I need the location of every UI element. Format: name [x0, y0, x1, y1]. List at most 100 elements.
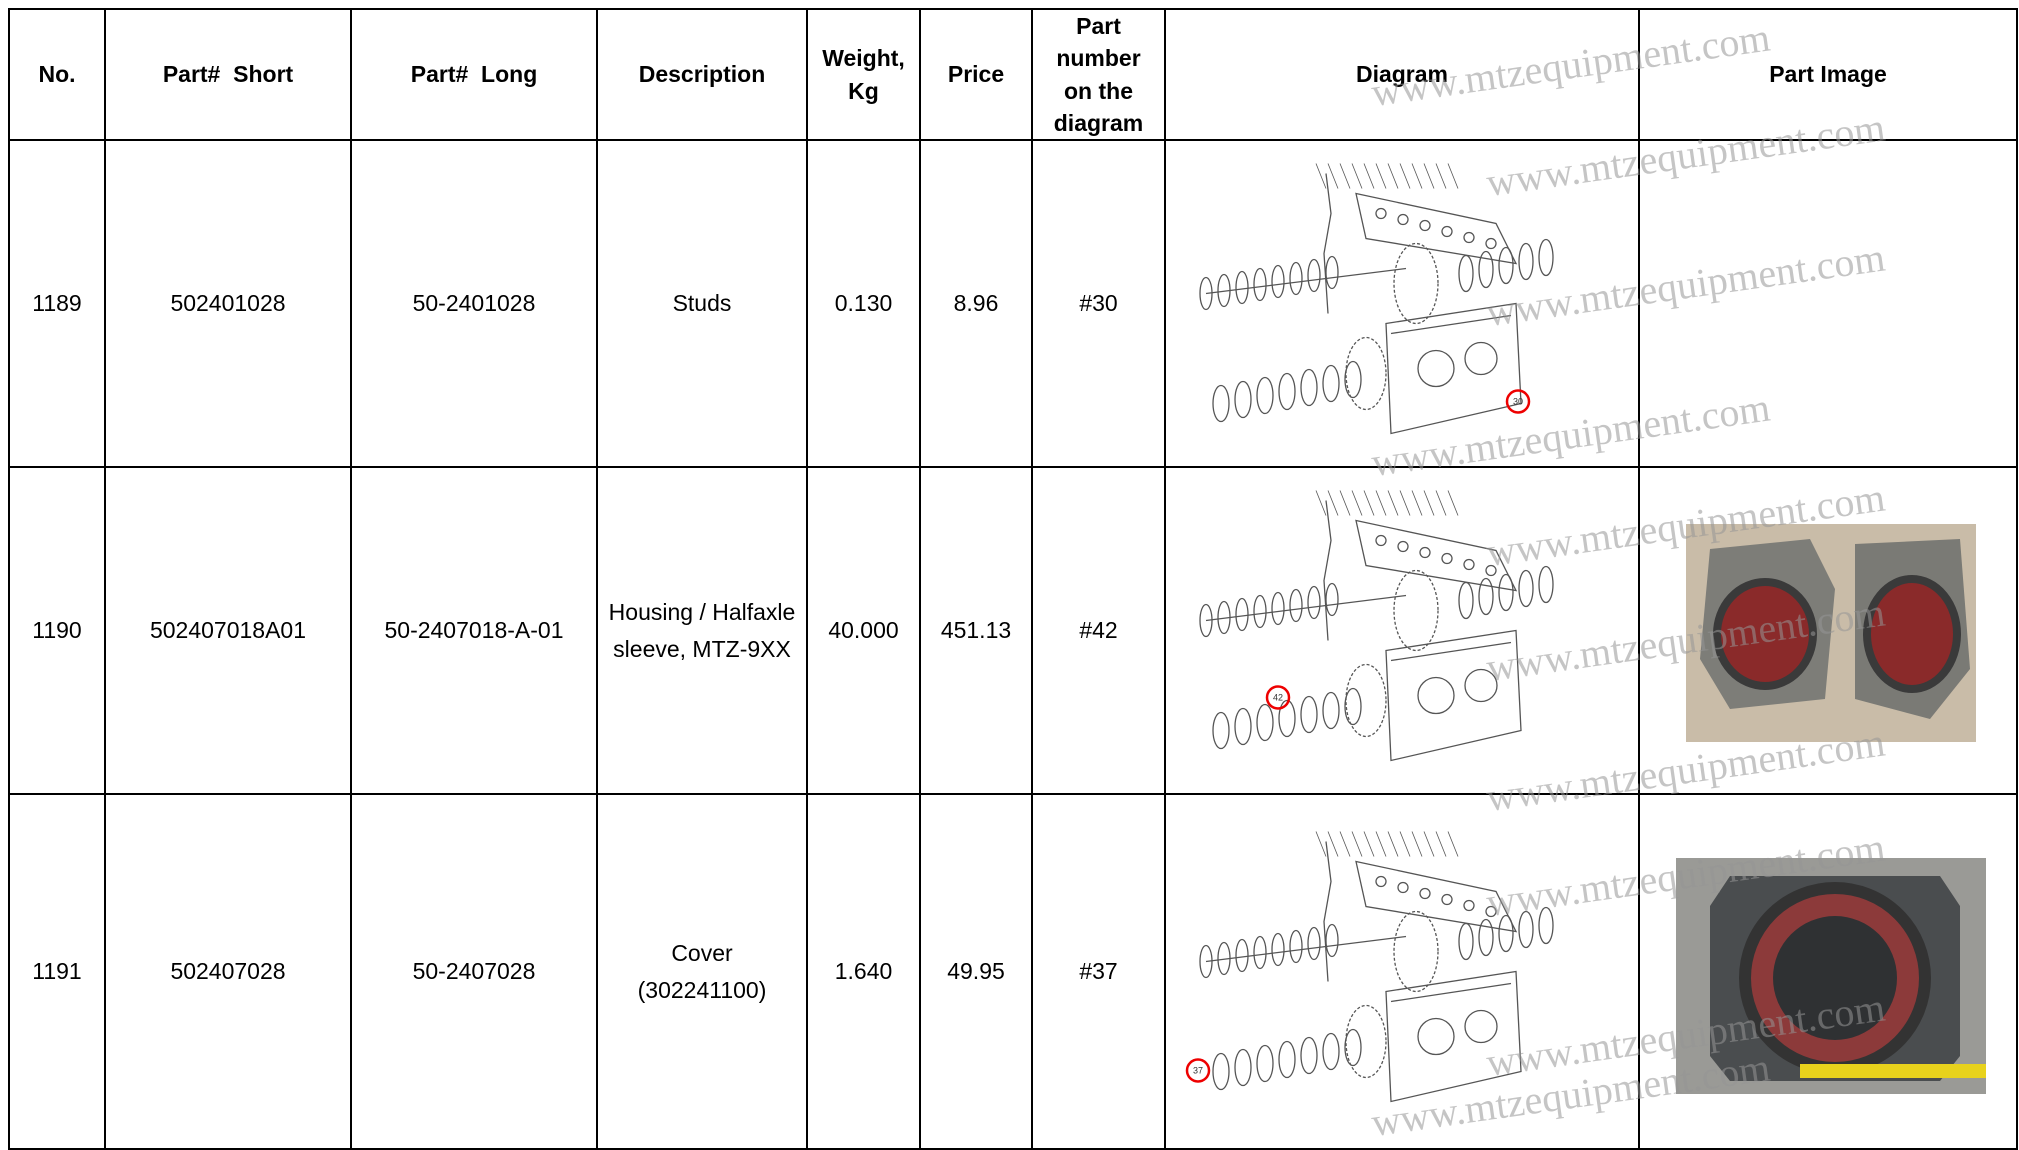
leader-line: [1423, 490, 1435, 516]
cell-part-short: 502407028: [104, 793, 352, 1150]
diagram-line: [1323, 500, 1332, 641]
leader-line: [1375, 490, 1387, 516]
leader-line: [1315, 831, 1327, 857]
diagram-line: [1325, 255, 1339, 290]
callout-circle: [1265, 685, 1291, 710]
cell-description: Cover (302241100): [596, 793, 808, 1150]
diagram-line: [1289, 588, 1303, 623]
diagram-line: [1300, 695, 1318, 734]
leader-line: [1447, 163, 1459, 189]
cell-diagram-number: #42: [1031, 466, 1166, 795]
diagram-line: [1518, 910, 1534, 949]
diagram-line: [1393, 569, 1439, 652]
column-header: Part Image: [1638, 8, 2018, 141]
diagram-line: [1205, 594, 1407, 622]
diagram-line: [1393, 910, 1439, 993]
diagram-line: [1419, 546, 1431, 559]
diagram-line: [1385, 629, 1522, 762]
part-image: [1676, 858, 1986, 1094]
diagram-line: [1300, 1036, 1318, 1075]
leader-line: [1363, 831, 1375, 857]
diagram-line: [1485, 564, 1497, 577]
diagram-line: [1397, 881, 1409, 894]
diagram-line: [1256, 1044, 1274, 1083]
leader-line: [1447, 831, 1459, 857]
diagram-line: [1375, 534, 1387, 547]
diagram-cell: 30: [1164, 139, 1640, 468]
cell-description: Studs: [596, 139, 808, 468]
leader-line: [1411, 163, 1423, 189]
diagram-line: [1212, 384, 1230, 423]
leader-line: [1387, 490, 1399, 516]
exploded-diagram: [1199, 490, 1554, 762]
leader-line: [1387, 831, 1399, 857]
diagram-line: [1307, 585, 1321, 620]
diagram-line: [1518, 242, 1534, 281]
diagram-line: [1441, 225, 1453, 238]
callout-label: 37: [1193, 1066, 1203, 1076]
diagram-line: [1498, 573, 1514, 612]
diagram-line: [1464, 1009, 1498, 1044]
leader-line: [1375, 831, 1387, 857]
column-header: Description: [596, 8, 808, 141]
leader-line: [1315, 490, 1327, 516]
header-row: No. Part# Short Part# Long Description Weigh…: [8, 8, 2018, 141]
diagram-line: [1278, 1040, 1296, 1079]
diagram-line: [1498, 246, 1514, 285]
cell-part-long: 50-2407018-A-01: [350, 466, 598, 795]
diagram-line: [1355, 192, 1518, 265]
diagram-line: [1344, 687, 1362, 726]
leader-line: [1327, 163, 1339, 189]
diagram-line: [1234, 1048, 1252, 1087]
leader-line: [1423, 163, 1435, 189]
leader-line: [1399, 490, 1411, 516]
diagram-line: [1417, 676, 1455, 715]
leader-line: [1363, 490, 1375, 516]
leader-line: [1411, 490, 1423, 516]
diagram-line: [1234, 380, 1252, 419]
diagram-line: [1199, 603, 1213, 638]
diagram-line: [1205, 267, 1407, 295]
diagram-line: [1478, 577, 1494, 616]
diagram-cell: 37: [1164, 793, 1640, 1150]
diagram-line: [1307, 258, 1321, 293]
diagram-line: [1485, 237, 1497, 250]
diagram-line: [1234, 707, 1252, 746]
diagram-line: [1464, 668, 1498, 703]
cell-no: 1190: [8, 466, 106, 795]
diagram-line: [1344, 360, 1362, 399]
column-header: Part number on the diagram: [1031, 8, 1166, 141]
diagram-line: [1253, 935, 1267, 970]
diagram-line: [1463, 231, 1475, 244]
diagram-line: [1538, 565, 1554, 604]
diagram-line: [1419, 219, 1431, 232]
callout-label: 30: [1513, 397, 1523, 407]
diagram-line: [1344, 1028, 1362, 1067]
column-header: Price: [919, 8, 1033, 141]
diagram-line: [1278, 372, 1296, 411]
diagram-line: [1397, 213, 1409, 226]
diagram: 42: [1199, 490, 1554, 762]
leader-line: [1435, 163, 1447, 189]
column-header: Weight, Kg: [806, 8, 921, 141]
diagram-line: [1345, 1004, 1387, 1079]
cell-part-long: 50-2401028: [350, 139, 598, 468]
part-image: [1640, 142, 2014, 465]
cell-weight: 40.000: [806, 466, 921, 795]
leader-line: [1447, 490, 1459, 516]
diagram-line: [1253, 594, 1267, 629]
diagram-line: [1322, 364, 1340, 403]
leader-line: [1351, 163, 1363, 189]
diagram-line: [1256, 703, 1274, 742]
column-header: Diagram: [1164, 8, 1640, 141]
callout-circle: [1185, 1058, 1211, 1083]
diagram-line: [1235, 597, 1249, 632]
diagram-line: [1441, 893, 1453, 906]
diagram-line: [1271, 932, 1285, 967]
diagram-line: [1325, 923, 1339, 958]
leader-line: [1351, 490, 1363, 516]
diagram-line: [1300, 368, 1318, 407]
leader-line: [1423, 831, 1435, 857]
cell-part-short: 502401028: [104, 139, 352, 468]
